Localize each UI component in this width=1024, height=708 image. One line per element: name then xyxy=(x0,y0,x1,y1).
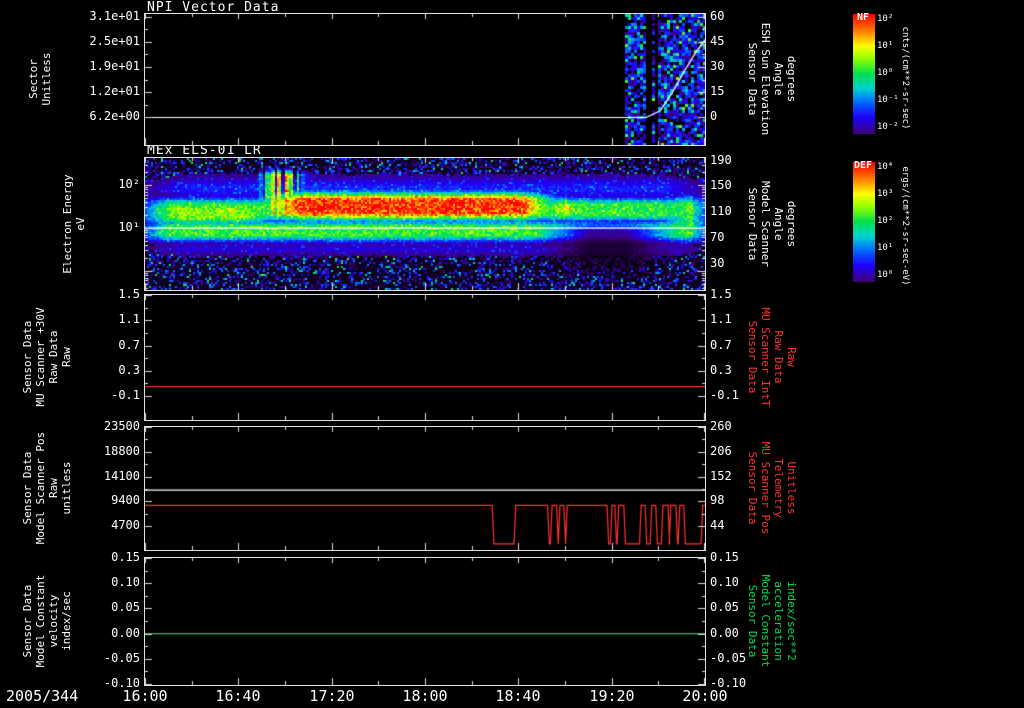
panel-npi xyxy=(144,13,706,146)
panel-els-title: MEx ELS-01 LR xyxy=(147,143,262,158)
panel-els-canvas xyxy=(145,158,705,290)
time-tick-label: 18:40 xyxy=(495,687,541,705)
panel3-right-tick-label: 98 xyxy=(710,493,725,507)
panel-scannerpos xyxy=(144,426,706,551)
panel3-left-tick-label: 9400 xyxy=(111,493,140,507)
panel0-left-tick-label: 1.2e+01 xyxy=(89,84,140,98)
panel2-left-tick-label: 1.1 xyxy=(118,312,140,326)
panel0-right-tick-label: 60 xyxy=(710,9,725,23)
panel0-left-tick-label: 2.5e+01 xyxy=(89,34,140,48)
panel0-right-tick-label: 0 xyxy=(710,109,718,123)
panel4-right-tick-label: 0.00 xyxy=(710,626,739,640)
colorbar0-tick-label: 10¹ xyxy=(877,41,894,51)
panel4-right-tick-label: 0.15 xyxy=(710,550,739,564)
time-tick-label: 20:00 xyxy=(682,687,728,705)
colorbar-def-title: DEF xyxy=(854,160,873,171)
panel1-right-tick-label: 70 xyxy=(710,230,725,244)
panel0-left-tick-label: 1.9e+01 xyxy=(89,59,140,73)
panel4-right-tick-label: 0.10 xyxy=(710,575,739,589)
colorbar1-tick-label: 10⁴ xyxy=(877,162,894,172)
colorbar0-tick-label: 10⁻² xyxy=(877,122,899,132)
panel2-left-tick-label: 0.7 xyxy=(118,338,140,352)
panel3-right-tick-label: 44 xyxy=(710,518,725,532)
panel4-left-tick-label: -0.05 xyxy=(103,651,140,665)
panel0-right-tick-label: 15 xyxy=(710,84,725,98)
colorbar1-tick-label: 10¹ xyxy=(877,243,894,253)
panel2-right-tick-label: 0.7 xyxy=(710,338,732,352)
panel1-right-tick-label: 190 xyxy=(710,153,732,167)
panel-npi-title: NPI Vector Data xyxy=(147,0,280,15)
time-tick-label: 19:20 xyxy=(589,687,635,705)
panel2-left-tick-label: 1.5 xyxy=(118,287,140,301)
panel0-left-tick-label: 6.2e+00 xyxy=(89,109,140,123)
panel4-left-tick-label: 0.05 xyxy=(111,600,140,614)
colorbar0-tick-label: 10⁰ xyxy=(877,68,894,78)
panel2-left-tick-label: 0.3 xyxy=(118,363,140,377)
panel-els-right-axis-label: degrees Angle Model Scanner Sensor Data xyxy=(746,180,798,268)
panel3-right-tick-label: 260 xyxy=(710,419,732,433)
panel3-left-tick-label: 14100 xyxy=(103,469,140,483)
panel3-right-tick-label: 206 xyxy=(710,444,732,458)
panel2-left-tick-label: -0.1 xyxy=(111,388,140,402)
panel0-right-tick-label: 45 xyxy=(710,34,725,48)
panel-scannerpos-canvas xyxy=(145,427,705,550)
colorbar-nf-canvas xyxy=(853,14,875,134)
panel1-right-tick-label: 150 xyxy=(710,178,732,192)
panel3-left-tick-label: 4700 xyxy=(111,518,140,532)
panel4-right-tick-label: -0.05 xyxy=(710,651,747,665)
colorbar0-tick-label: 10² xyxy=(877,14,894,24)
colorbar1-tick-label: 10² xyxy=(877,216,894,226)
colorbar-nf-unit-label: cnts/(cm**2-sr-sec) xyxy=(900,26,910,130)
colorbar1-tick-label: 10³ xyxy=(877,189,894,199)
panel2-right-tick-label: -0.1 xyxy=(710,388,739,402)
panel0-left-tick-label: 3.1e+01 xyxy=(89,9,140,23)
panel4-right-tick-label: -0.10 xyxy=(710,676,747,690)
panel2-right-tick-label: 0.3 xyxy=(710,363,732,377)
time-tick-label: 16:40 xyxy=(215,687,261,705)
panel1-right-tick-label: 30 xyxy=(710,256,725,270)
colorbar-nf-title: NF xyxy=(857,12,870,23)
panel-mu30v xyxy=(144,294,706,421)
panel1-right-tick-label: 110 xyxy=(710,204,732,218)
panel4-left-tick-label: 0.10 xyxy=(111,575,140,589)
colorbar-nf xyxy=(853,14,875,134)
colorbar-def-canvas xyxy=(853,162,875,282)
panel4-right-tick-label: 0.05 xyxy=(710,600,739,614)
colorbar0-tick-label: 10⁻¹ xyxy=(877,95,899,105)
panel4-left-tick-label: -0.10 xyxy=(103,676,140,690)
panel3-left-tick-label: 23500 xyxy=(103,419,140,433)
panel3-left-tick-label: 18800 xyxy=(103,444,140,458)
panel-mu30v-canvas xyxy=(145,295,705,420)
panel-els-spectrogram xyxy=(144,157,706,291)
colorbar-def xyxy=(853,162,875,282)
panel2-right-tick-label: 1.1 xyxy=(710,312,732,326)
colorbar1-tick-label: 10⁰ xyxy=(877,270,894,280)
panel-npi-canvas xyxy=(145,14,705,145)
panel2-right-tick-label: 1.5 xyxy=(710,287,732,301)
panel0-right-tick-label: 30 xyxy=(710,59,725,73)
panel-velocity xyxy=(144,557,706,686)
colorbar-def-unit-label: ergs/(cm**2-sr-sec-eV) xyxy=(900,166,910,286)
panel1-left-tick-label: 10¹ xyxy=(118,220,140,234)
panel-velocity-canvas xyxy=(145,558,705,685)
time-tick-label: 18:00 xyxy=(402,687,448,705)
panel4-left-tick-label: 0.00 xyxy=(111,626,140,640)
panel3-right-tick-label: 152 xyxy=(710,469,732,483)
panel1-left-tick-label: 10² xyxy=(118,177,140,191)
time-tick-label: 17:20 xyxy=(309,687,355,705)
time-tick-label: 16:00 xyxy=(122,687,168,705)
date-label: 2005/344 xyxy=(6,687,79,705)
panel4-left-tick-label: 0.15 xyxy=(111,550,140,564)
